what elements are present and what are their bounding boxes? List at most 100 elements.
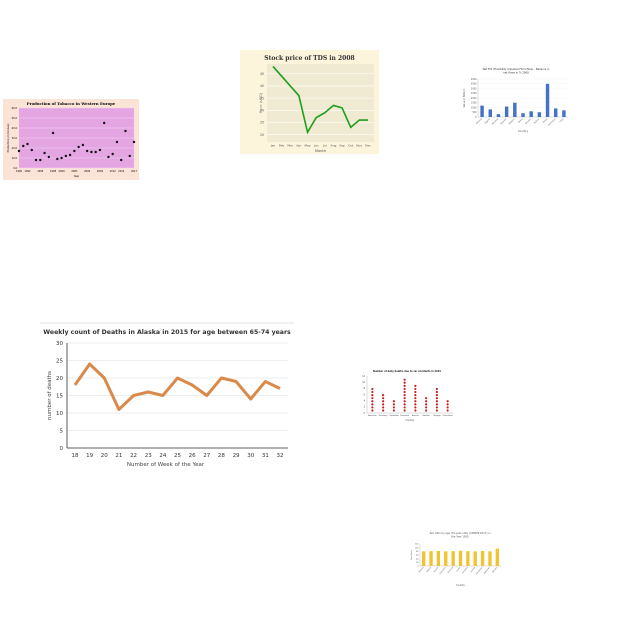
data-point — [435, 400, 438, 403]
x-tick-label: Algeria — [484, 117, 492, 125]
x-tick-label: Belarus — [508, 118, 515, 125]
y-tick-label: 30 — [56, 341, 63, 347]
bar — [521, 113, 525, 117]
y-tick-label: 8 — [364, 387, 366, 390]
data-point — [414, 390, 417, 394]
y-tick-label: 10.0 — [12, 157, 18, 160]
x-tick-label: Benin — [518, 118, 524, 124]
x-tick-label: 2003 — [71, 170, 78, 173]
bar — [537, 112, 542, 117]
data-point — [107, 155, 110, 159]
y-tick-label: 20 — [416, 562, 419, 564]
bar — [466, 551, 470, 566]
data-point — [56, 157, 59, 161]
y-axis-label: Production (in tonnes) — [6, 124, 10, 153]
data-point — [435, 387, 438, 391]
x-tick-label: Oct — [348, 144, 354, 148]
data-point — [73, 149, 76, 153]
x-axis-label: Month — [315, 149, 326, 153]
x-tick-label: Bahrain — [491, 566, 498, 573]
x-tick-label: 23 — [145, 453, 152, 459]
bar — [473, 551, 477, 566]
tobacco-chart-panel: Production of Tobacco in Western Europe 0… — [3, 99, 139, 180]
x-tick-label: Bolivia — [534, 118, 541, 125]
data-point — [392, 409, 395, 412]
alaska-chart: Weekly count of Deaths in Alaska in 2015… — [40, 321, 294, 471]
data-point — [371, 403, 374, 406]
data-point — [403, 378, 406, 381]
data-point — [34, 158, 38, 162]
x-tick-label: 27 — [203, 453, 210, 459]
y-tick-label: 1000 — [471, 106, 477, 109]
x-tick-label: 28 — [218, 453, 225, 459]
y-tick-label: 0 — [364, 412, 366, 415]
y-tick-label: 30.0 — [12, 137, 18, 140]
data-point — [403, 400, 406, 403]
x-axis-label: Country — [518, 129, 529, 133]
bar — [496, 114, 501, 117]
y-tick-label: 0 — [417, 566, 419, 568]
y-tick-label: 5 — [60, 429, 64, 435]
y-tick-label: 30 — [260, 109, 264, 113]
x-tick-label: Albania — [475, 117, 483, 125]
chart-title: Weekly count of Deaths in Alaska in 2015… — [43, 329, 291, 336]
data-point — [371, 409, 374, 412]
tds-chart: Stock price of TDS in 2008 20 25 30 35 40 45 Ja… — [240, 50, 379, 154]
series-line — [272, 65, 368, 135]
data-point — [403, 397, 406, 400]
bar — [480, 550, 485, 566]
bar — [422, 551, 426, 566]
x-tick-label: Bhutan — [525, 117, 533, 125]
data-point — [425, 397, 428, 400]
data-point — [382, 409, 385, 412]
bar — [436, 550, 441, 566]
x-tick-label: 2014 — [118, 170, 125, 173]
y-tick-label: 10 — [362, 381, 365, 384]
y-tick-label: 25 — [56, 359, 63, 365]
x-tick-label: Georgia — [433, 414, 440, 417]
data-point — [425, 406, 428, 409]
y-tick-label: 15 — [56, 394, 63, 400]
data-point — [111, 152, 114, 156]
x-tick-label: Nov — [356, 144, 362, 148]
bar — [488, 551, 492, 566]
y-tick-label: 3000 — [471, 87, 477, 90]
data-point — [132, 140, 136, 144]
y-tick-label: 2500 — [471, 92, 477, 95]
bar — [495, 548, 499, 566]
data-point — [414, 403, 417, 406]
y-axis-label: number of deaths — [47, 371, 53, 420]
y-axis-label: Sex Ratio — [410, 549, 413, 560]
y-tick-label: 0.0 — [13, 167, 17, 170]
x-tick-label: Greenland — [443, 414, 454, 417]
data-point — [120, 158, 123, 162]
data-point — [371, 394, 374, 397]
x-tick-label: May — [304, 144, 310, 148]
data-point — [371, 390, 374, 394]
data-point — [435, 409, 438, 412]
y-tick-label: 35 — [260, 96, 264, 100]
chart-background — [40, 321, 294, 471]
x-tick-label: Albania — [418, 566, 425, 573]
y-tick-label: 120 — [415, 544, 419, 546]
x-tick-label: Australia — [461, 566, 468, 574]
data-point — [414, 406, 417, 409]
y-axis-label: Price (USD) — [259, 92, 263, 113]
data-point — [403, 406, 406, 409]
x-tick-label: 1992 — [24, 170, 31, 173]
x-tick-label: Armenia — [491, 117, 500, 126]
bar — [504, 106, 509, 117]
bar — [545, 83, 550, 117]
x-tick-label: 19 — [86, 453, 93, 459]
y-axis-label: Value in Billions — [463, 88, 466, 108]
data-point — [403, 390, 406, 394]
bar — [429, 551, 433, 566]
data-point — [124, 129, 127, 133]
data-point — [392, 406, 395, 409]
accident-chart: Number of daily deaths due to car accide… — [358, 368, 456, 425]
bar — [444, 551, 448, 566]
data-point — [115, 140, 119, 144]
x-tick-label: Aruba — [456, 566, 462, 572]
y-tick-label: 4000 — [471, 78, 477, 81]
x-tick-label: Armenia — [447, 566, 454, 574]
